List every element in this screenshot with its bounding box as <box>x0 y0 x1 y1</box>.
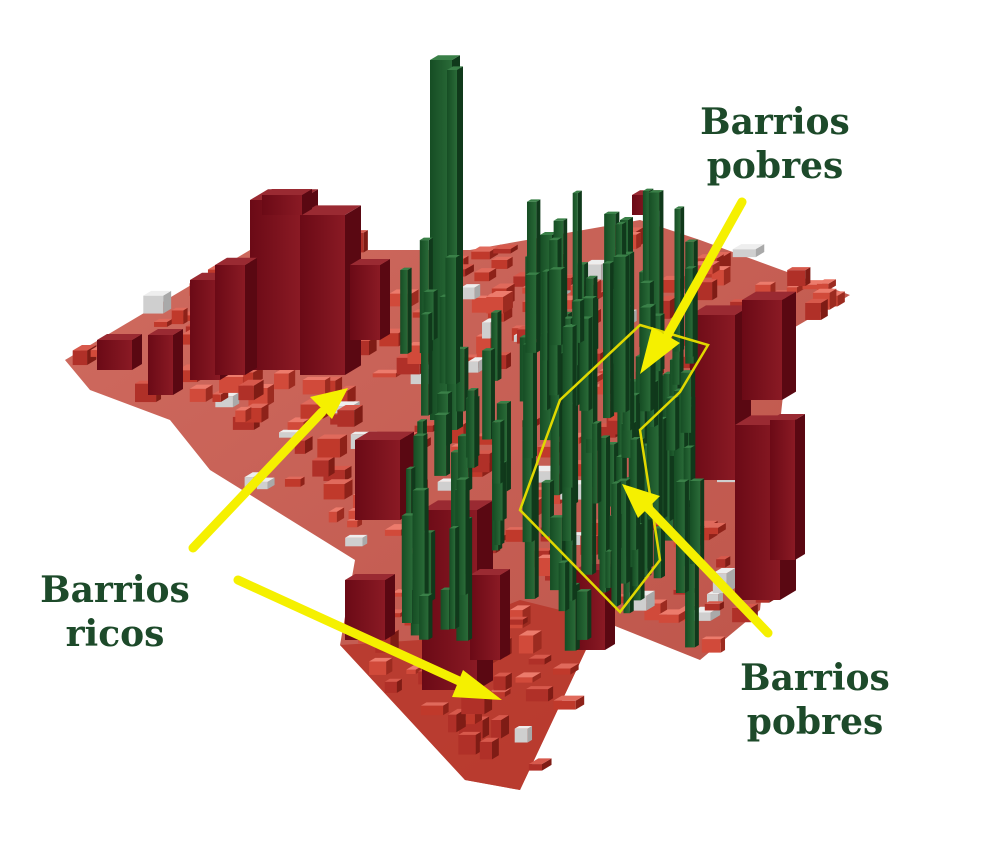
city-block <box>518 630 542 654</box>
poor-tower <box>549 267 566 346</box>
poor-tower <box>674 206 685 352</box>
label-rich-neighborhoods: Barrios ricos <box>40 569 190 655</box>
poor-tower <box>482 348 495 440</box>
poor-tower <box>611 481 622 607</box>
city-block <box>493 672 512 691</box>
rich-tower <box>742 291 796 400</box>
poor-tower <box>523 341 537 459</box>
poor-tower <box>562 324 577 488</box>
city-block <box>486 291 513 314</box>
city-block <box>317 434 348 458</box>
rich-tower <box>215 257 257 375</box>
rich-tower <box>470 569 510 660</box>
rich-tower <box>97 334 142 370</box>
poor-tower <box>491 310 502 381</box>
city-block <box>323 479 353 500</box>
arrow-left-up <box>188 388 348 553</box>
city-block <box>702 523 726 535</box>
poor-tower <box>492 419 505 484</box>
city-block <box>420 702 449 716</box>
poor-tower <box>576 589 592 640</box>
city-block <box>328 507 345 523</box>
city-block <box>302 376 331 395</box>
city-block <box>491 715 510 739</box>
city-block <box>732 244 765 258</box>
city-block <box>506 616 528 625</box>
rich-tower <box>350 259 390 340</box>
city-block <box>515 672 541 683</box>
city-block <box>514 726 533 743</box>
poor-tower <box>666 395 680 451</box>
arrow-top <box>640 197 747 374</box>
poor-area-outline <box>518 323 710 614</box>
city-block <box>143 290 172 314</box>
poor-tower <box>419 593 433 640</box>
city-block <box>238 379 264 401</box>
city-block <box>345 534 368 547</box>
label-poor-neighborhoods-top: Barrios pobres <box>700 101 850 187</box>
poor-tower <box>467 387 479 468</box>
city-block <box>528 758 552 771</box>
rich-tower <box>355 431 414 520</box>
poor-tower <box>603 261 615 419</box>
poor-tower <box>525 272 541 353</box>
poor-tower <box>558 560 570 612</box>
poor-tower <box>421 311 433 416</box>
poor-tower <box>572 298 585 343</box>
rich-tower <box>262 189 312 215</box>
city-block <box>384 678 402 693</box>
poor-tower <box>689 478 705 565</box>
city-block <box>189 384 213 402</box>
city-block <box>337 405 363 427</box>
arrow-bottom-right <box>622 484 773 638</box>
city-block <box>553 663 579 675</box>
rich-tower <box>770 414 805 560</box>
city-block <box>479 737 499 760</box>
city-block <box>491 256 513 269</box>
city-block <box>458 731 481 755</box>
poor-tower <box>400 267 412 354</box>
city-block <box>284 476 305 487</box>
poor-tower <box>613 254 630 413</box>
city-block <box>369 657 393 675</box>
city-block <box>235 406 252 423</box>
city-block <box>493 244 518 254</box>
poor-tower <box>592 421 602 504</box>
poor-tower <box>434 412 451 476</box>
poor-tower <box>617 478 631 584</box>
rich-tower <box>300 205 361 375</box>
poor-tower <box>449 525 460 629</box>
poor-buildings <box>400 55 705 651</box>
city-block <box>274 369 296 390</box>
poor-tower <box>412 487 429 624</box>
city-block <box>171 307 188 325</box>
city-block <box>461 284 481 300</box>
city-block <box>474 268 497 282</box>
poor-tower <box>456 477 470 595</box>
city-block <box>525 686 554 702</box>
city-block <box>816 279 836 291</box>
city-block <box>154 318 173 327</box>
city-block <box>716 556 731 568</box>
arrow-left-down <box>233 575 502 700</box>
city-block <box>704 601 724 611</box>
label-poor-neighborhoods-bottom: Barrios pobres <box>740 657 890 743</box>
city-block <box>553 695 585 710</box>
city-block <box>701 636 726 653</box>
city-block <box>312 456 335 477</box>
city-block <box>805 298 828 320</box>
poor-tower <box>445 255 461 385</box>
city-block <box>528 654 552 665</box>
rich-tower <box>345 574 395 640</box>
rich-tower <box>148 329 183 395</box>
city-block <box>787 267 811 287</box>
